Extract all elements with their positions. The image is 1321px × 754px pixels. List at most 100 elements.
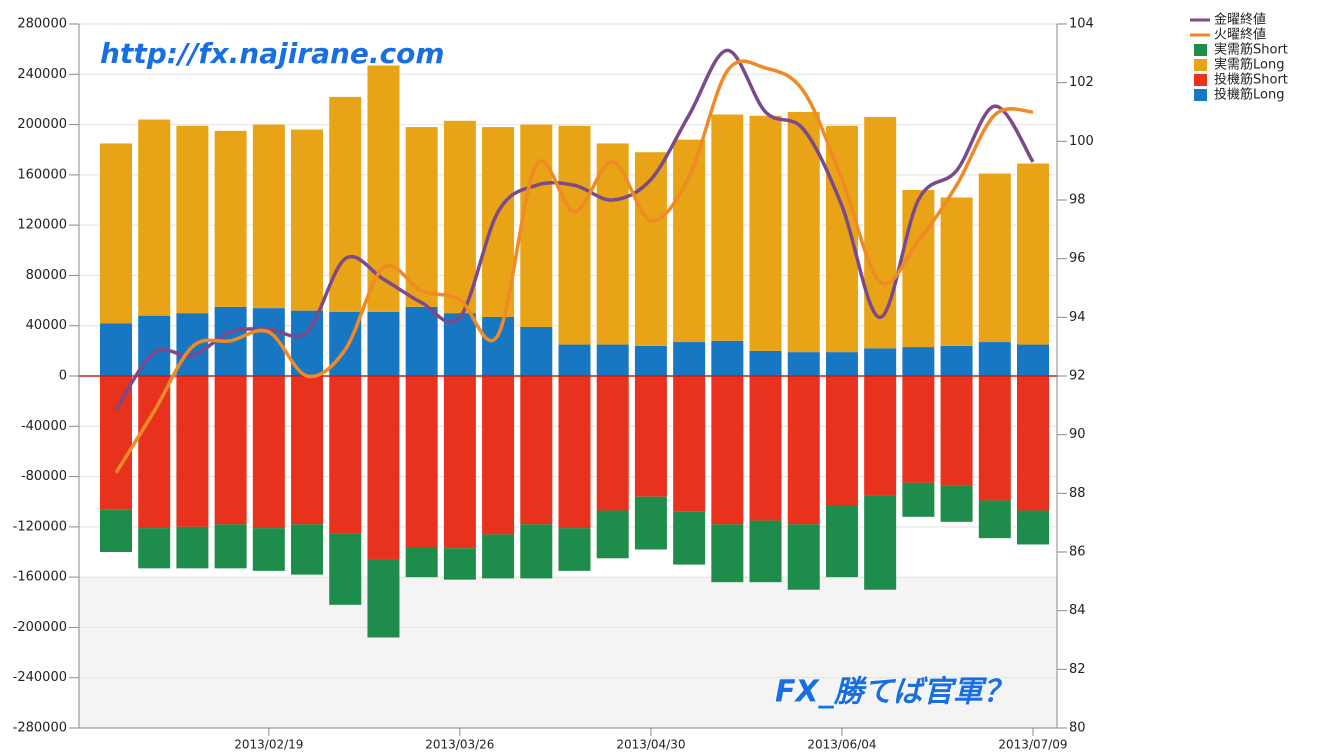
bar <box>673 342 706 376</box>
bar <box>825 505 858 578</box>
legend-label: 火曜終値 <box>1214 27 1266 43</box>
bar <box>520 326 553 376</box>
legend-swatch <box>1194 89 1207 101</box>
legend-label: 実需筋Long <box>1214 57 1284 73</box>
bar <box>634 496 667 550</box>
bar <box>214 130 247 307</box>
bar <box>1017 163 1049 345</box>
y2-tick-label: 104 <box>1069 17 1094 32</box>
bar <box>902 376 935 483</box>
y-tick-label: 120000 <box>17 218 67 233</box>
line <box>114 59 1034 474</box>
bar <box>1017 376 1049 511</box>
bar <box>711 524 744 583</box>
bar <box>596 344 629 376</box>
bar <box>1017 344 1049 376</box>
bar <box>367 311 400 376</box>
y-tick-label: 200000 <box>17 117 67 132</box>
bar <box>252 376 285 529</box>
bar <box>673 376 706 512</box>
bar <box>673 511 706 565</box>
bar <box>214 524 247 569</box>
bar <box>329 376 362 534</box>
bar <box>176 376 209 527</box>
bar <box>749 115 782 351</box>
bar <box>864 117 897 349</box>
bar <box>596 510 629 559</box>
bar <box>520 124 553 327</box>
y2-tick-label: 102 <box>1069 75 1094 90</box>
bar <box>100 509 132 552</box>
bar <box>367 376 400 560</box>
y-tick-label: 280000 <box>17 17 67 32</box>
y2-tick-label: 86 <box>1069 545 1086 560</box>
bar <box>367 559 400 638</box>
bar <box>482 534 515 579</box>
bar <box>138 119 171 316</box>
y-tick-label: -120000 <box>13 519 67 534</box>
bar <box>787 112 820 353</box>
legend-swatch <box>1194 59 1207 71</box>
bar <box>978 500 1011 539</box>
bar <box>825 352 858 376</box>
bar <box>329 533 362 605</box>
y-tick-label: 0 <box>59 369 67 384</box>
bar <box>978 173 1011 343</box>
bar <box>902 347 935 376</box>
bar <box>940 376 973 486</box>
y-tick-label: -240000 <box>13 670 67 685</box>
bar <box>787 524 820 590</box>
bar <box>443 376 476 549</box>
bar <box>176 125 209 314</box>
bar <box>176 526 209 569</box>
y2-tick-label: 96 <box>1069 251 1086 266</box>
bar <box>405 546 438 578</box>
bar <box>405 127 438 307</box>
y-tick-label: -160000 <box>13 570 67 585</box>
bar <box>711 376 744 525</box>
line <box>114 48 1035 411</box>
x-tick-label: 2013/06/04 <box>807 738 876 752</box>
y-tick-label: 40000 <box>26 318 67 333</box>
bar <box>634 376 667 497</box>
legend-label: 実需筋Short <box>1214 42 1288 58</box>
bar <box>252 124 285 309</box>
bar <box>482 127 515 317</box>
bar <box>482 316 515 376</box>
bar <box>291 129 324 311</box>
bar <box>940 485 973 522</box>
bar <box>558 125 591 345</box>
y2-tick-label: 100 <box>1069 134 1094 149</box>
bar <box>100 376 132 510</box>
bar <box>558 376 591 529</box>
x-tick-label: 2013/03/26 <box>425 738 494 752</box>
y2-tick-label: 88 <box>1069 486 1086 501</box>
bar <box>443 120 476 314</box>
bar <box>214 376 247 525</box>
x-tick-label: 2013/04/30 <box>616 738 685 752</box>
bar <box>902 482 935 517</box>
y-tick-label: 160000 <box>17 167 67 182</box>
y-tick-label: -280000 <box>13 721 67 736</box>
bar <box>864 348 897 376</box>
bar <box>405 306 438 376</box>
y-tick-label: 240000 <box>17 67 67 82</box>
bar <box>864 376 897 496</box>
plot-background <box>79 577 1057 728</box>
bar <box>367 65 400 312</box>
legend-swatch <box>1194 74 1207 86</box>
watermark: FX_勝てば官軍？ <box>775 675 1013 710</box>
x-tick-label: 2013/02/19 <box>234 738 303 752</box>
bar <box>787 352 820 376</box>
bar <box>711 114 744 341</box>
bar <box>749 350 782 376</box>
bar <box>711 340 744 376</box>
bar <box>978 342 1011 376</box>
bar <box>787 376 820 525</box>
y-tick-label: 80000 <box>26 268 67 283</box>
legend-swatch <box>1194 44 1207 56</box>
x-tick-label: 2013/07/09 <box>998 738 1067 752</box>
bar <box>940 345 973 376</box>
